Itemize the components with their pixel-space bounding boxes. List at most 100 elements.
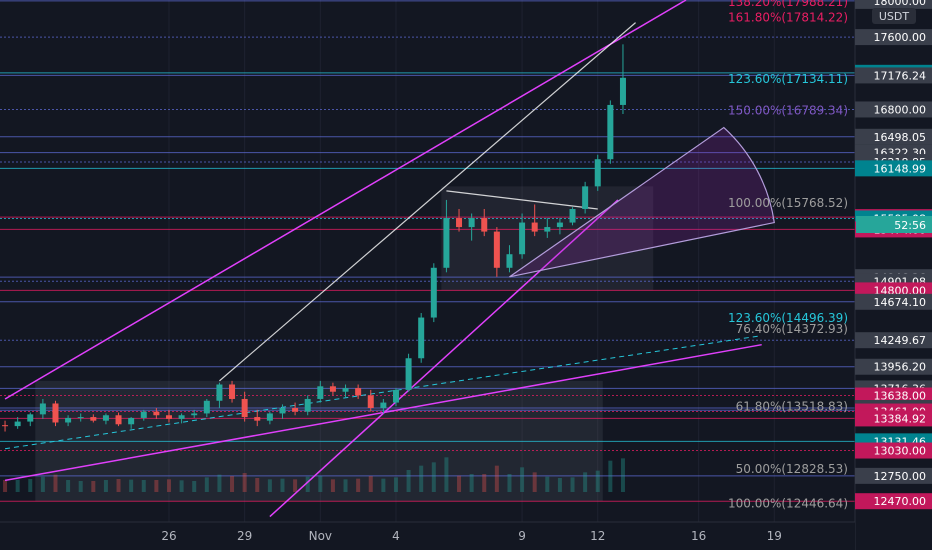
candle-body [14, 421, 21, 427]
fib-label: 150.00%(16789.34) [728, 103, 848, 117]
candle-body [266, 413, 273, 421]
volume-bar [129, 479, 134, 492]
volume-bar [608, 460, 613, 492]
price-label[interactable]: 16800.00 [874, 103, 927, 116]
grid [168, 0, 775, 522]
candle-body [77, 417, 84, 419]
volume-bar [469, 474, 474, 492]
candle-body [52, 403, 59, 423]
candle-body [582, 186, 589, 209]
candle-body [569, 208, 576, 223]
price-label[interactable]: 17176.24 [874, 69, 927, 82]
price-label-bg [855, 442, 932, 459]
volume-bar [166, 479, 171, 492]
price-label-bg [855, 29, 932, 46]
volume-bar [545, 476, 550, 492]
time-tick-label[interactable]: 16 [691, 529, 706, 543]
candle-body [128, 417, 135, 425]
volume-bar [557, 478, 562, 492]
volume-bar [343, 479, 348, 492]
price-label[interactable]: 18000.00 [874, 0, 927, 8]
candle-body [506, 254, 513, 268]
volume-bar [305, 476, 310, 492]
candle-body [115, 415, 122, 425]
price-label[interactable]: 14674.10 [874, 296, 927, 309]
volume-bar [242, 473, 247, 492]
time-tick-label[interactable]: 29 [237, 529, 252, 543]
fib-labels: 138.20%(17988.21) 161.80%(17814.22) 123.60… [728, 0, 848, 538]
price-label[interactable]: 13956.20 [874, 361, 927, 374]
volume-bar [356, 478, 361, 492]
price-label-bg [855, 410, 932, 427]
volume-bar [532, 472, 537, 492]
trendline-rising [269, 199, 619, 518]
time-axis[interactable]: 26 29 Nov 4 9 12 16 19 [0, 521, 855, 550]
price-label[interactable]: 14249.67 [874, 334, 927, 347]
fib-label: 100.00%(15768.52) [728, 196, 848, 210]
fib-label: 123.60%(14496.39) [728, 311, 848, 325]
price-label-bg [855, 293, 932, 310]
price-axis[interactable]: 18000.0017600.0017204.9917176.2416800.00… [854, 0, 932, 550]
candle-body [65, 417, 72, 423]
price-label[interactable]: 13384.92 [874, 412, 927, 425]
price-label-bg [855, 493, 932, 510]
currency-badge-bg[interactable] [872, 8, 916, 24]
time-tick-label[interactable]: 19 [767, 529, 782, 543]
volume-bar [53, 474, 58, 492]
volume-bar [280, 478, 285, 492]
price-label[interactable]: 12470.00 [874, 495, 927, 508]
volume-bar [154, 480, 159, 492]
time-tick-label[interactable]: Nov [309, 529, 332, 543]
volume-bar [66, 480, 71, 492]
fib-fan-wedge [509, 126, 775, 278]
candle-body [392, 389, 399, 403]
time-tick-label[interactable]: 4 [392, 529, 400, 543]
candle-body [329, 386, 336, 392]
price-label-bg [855, 0, 932, 9]
price-label-bg [855, 332, 932, 349]
time-tick-label[interactable]: 12 [590, 529, 605, 543]
price-label-bg [855, 101, 932, 118]
candle-body [342, 388, 349, 392]
currency-badge[interactable]: USDT [879, 10, 910, 23]
volume-bar [507, 474, 512, 492]
volume-bar [444, 457, 449, 492]
trendline-white [219, 22, 636, 382]
price-label[interactable]: 12750.00 [874, 470, 927, 483]
candle-body [317, 386, 324, 399]
volume-bar [406, 470, 411, 492]
channel-mid [4, 335, 762, 450]
price-label-bg [855, 160, 932, 177]
candle-body [304, 398, 311, 412]
price-label[interactable]: 16148.99 [874, 162, 927, 175]
volume-bar [15, 479, 20, 492]
price-label[interactable]: 13638.00 [874, 390, 927, 403]
volume-bar [419, 465, 424, 492]
candle-body [443, 218, 450, 268]
candle-body [2, 425, 9, 427]
candles [2, 44, 626, 432]
candle-body [594, 159, 601, 187]
volume-bar [431, 462, 436, 492]
volume-bar [595, 470, 600, 492]
price-label[interactable]: 16498.05 [874, 131, 927, 144]
time-tick-label[interactable]: 26 [161, 529, 176, 543]
candle-body [241, 398, 248, 418]
candle-body [153, 411, 160, 416]
horizontal-levels [0, 0, 855, 502]
price-label[interactable]: 13030.00 [874, 445, 927, 458]
fib-label: 61.80%(13518.83) [736, 399, 848, 413]
candle-body [102, 415, 109, 421]
candle-body [140, 411, 147, 418]
candle-body [481, 218, 488, 232]
time-tick-label[interactable]: 9 [518, 529, 526, 543]
candle-body [456, 218, 463, 228]
volume-bar [293, 479, 298, 492]
price-label[interactable]: 17600.00 [874, 31, 927, 44]
volume-bar [393, 477, 398, 492]
candle-body [254, 417, 261, 421]
volume-bar [116, 479, 121, 492]
volume-bar [583, 472, 588, 492]
fib-label: 50.00%(12828.53) [736, 462, 848, 476]
